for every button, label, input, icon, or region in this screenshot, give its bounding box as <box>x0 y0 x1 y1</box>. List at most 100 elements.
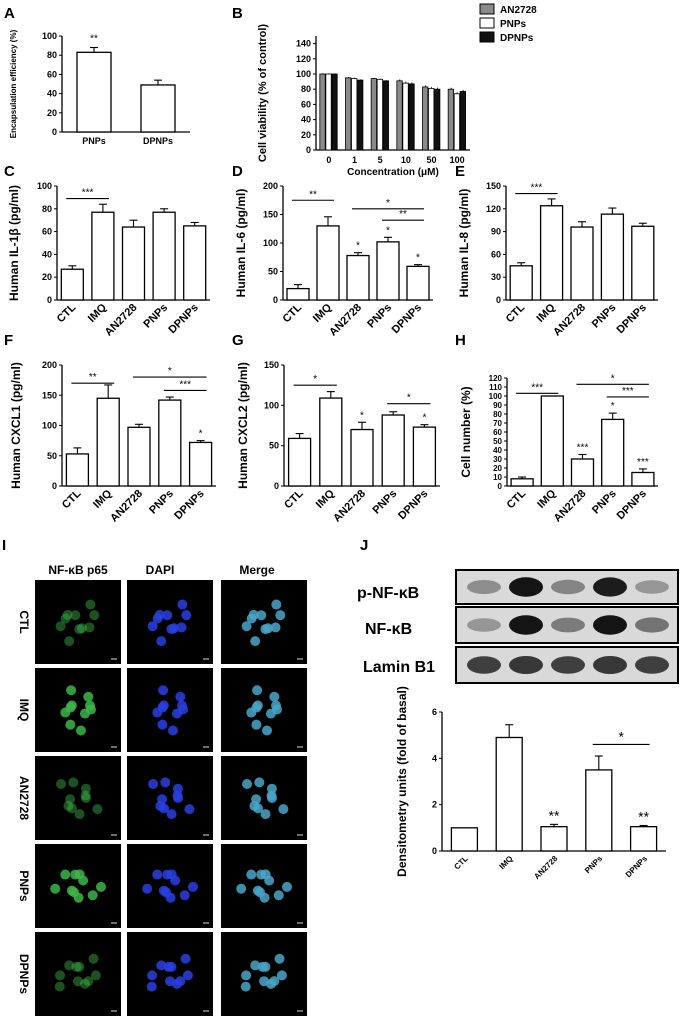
significance-label: *** <box>82 188 94 199</box>
x-tick-label: AN2728 <box>551 302 588 339</box>
chart-panel-G: G 0 50 100 150 Human CXCL2 (pg/ml) CTL IMQAN272… <box>232 332 440 525</box>
y-tick-label: 80 <box>493 410 502 419</box>
cell-nucleus <box>240 981 251 992</box>
panel-letter-G: G <box>232 332 244 349</box>
bar-DPNPs <box>406 265 430 301</box>
bar-AN2728 <box>540 826 568 852</box>
x-tick-label: 100 <box>450 155 465 165</box>
y-tick-label: 80 <box>301 84 311 94</box>
bar-DPNPs-5 <box>382 80 389 151</box>
cell-nucleus <box>50 883 61 894</box>
cell-nucleus <box>156 960 167 971</box>
x-tick-label: PNPs <box>82 136 106 146</box>
bar-DPNPs <box>412 426 437 487</box>
micrograph-DPNPs-0 <box>35 932 121 1016</box>
micrograph-IMQ-1 <box>127 668 213 752</box>
bar-CTL <box>450 827 479 852</box>
x-tick-label: AN2728 <box>331 488 368 525</box>
micrograph-DPNPs-1 <box>127 932 213 1016</box>
cell-nucleus <box>148 779 159 790</box>
y-tick-label: 0 <box>273 295 278 305</box>
chart-panel-E: E 0 30 60 90 120 150 Human IL-8 (pg/ml) CTL IMQAN… <box>455 163 658 339</box>
cell-nucleus <box>177 599 188 610</box>
x-tick-label: IMQ <box>91 487 114 510</box>
y-tick-label: 60 <box>42 227 52 237</box>
cell-nucleus <box>252 685 263 696</box>
cell-nucleus <box>260 624 271 635</box>
bar-CTL <box>65 453 90 487</box>
cell-nucleus <box>187 881 198 892</box>
cell-nucleus <box>250 636 261 647</box>
y-tick-label: 20 <box>301 130 311 140</box>
y-tick-label: 60 <box>491 249 501 259</box>
x-tick-label: CTL <box>504 301 528 325</box>
cell-nucleus <box>147 621 158 632</box>
cell-nucleus <box>166 809 177 820</box>
cell-nucleus <box>246 707 257 718</box>
bar-IMQ <box>319 397 343 487</box>
cell-nucleus <box>158 685 169 696</box>
x-tick-label: AN2728 <box>108 488 145 525</box>
significance-star: *** <box>577 443 589 454</box>
cell-nucleus <box>168 725 179 736</box>
cell-nucleus <box>241 621 252 632</box>
bar-PNPs-50 <box>428 88 435 151</box>
cell-nucleus <box>180 953 191 964</box>
western-blot-panel: J p-NF-κB NF-κB Lamin B1 <box>357 537 679 684</box>
y-tick-label: 50 <box>47 451 57 461</box>
significance-label: * <box>386 198 390 209</box>
y-tick-label: 0 <box>498 482 503 491</box>
chart-panel-J: 0 2 4 6 Densitometry units (fold of basal) CT… <box>395 686 666 881</box>
blot-strips <box>455 569 679 684</box>
bar-AN2728 <box>127 426 151 487</box>
y-tick-label: 2 <box>432 800 437 810</box>
cell-nucleus <box>276 970 287 981</box>
cell-nucleus <box>252 885 263 896</box>
y-tick-label: 100 <box>296 69 311 79</box>
column-header-dapi: DAPI <box>146 563 175 577</box>
cell-nucleus <box>246 869 257 880</box>
x-axis-label: Concentration (μM) <box>347 167 439 178</box>
cell-nucleus <box>262 725 273 736</box>
y-tick-label: 0 <box>306 145 311 155</box>
cell-nucleus <box>87 890 98 901</box>
significance-label: *** <box>531 382 543 393</box>
cell-nucleus <box>184 804 195 815</box>
cell-nucleus <box>252 700 263 711</box>
bar-AN2728-0 <box>319 73 326 151</box>
bar-AN2728 <box>570 226 594 301</box>
y-tick-label: 0 <box>47 295 52 305</box>
y-tick-label: 100 <box>489 392 503 401</box>
y-tick-label: 90 <box>491 227 501 237</box>
y-tick-label: 100 <box>37 181 52 191</box>
x-tick-label: 50 <box>426 155 436 165</box>
x-tick-label: IMQ <box>535 301 558 324</box>
y-tick-label: 100 <box>264 400 279 410</box>
blot-band <box>635 617 669 633</box>
column-header-merge: Merge <box>239 563 275 577</box>
y-tick-label: 70 <box>493 419 502 428</box>
bar-DPNPs-50 <box>434 88 441 151</box>
cell-nucleus <box>156 636 167 647</box>
y-tick-label: 200 <box>263 181 278 191</box>
micrograph-CTL-1 <box>127 580 213 664</box>
cell-nucleus <box>266 783 277 794</box>
y-tick-label: 50 <box>269 441 279 451</box>
bar-DPNPs-10 <box>408 83 415 151</box>
panel-letter-H: H <box>455 332 466 349</box>
significance-label: ** <box>309 189 317 200</box>
cell-nucleus <box>142 883 153 894</box>
x-tick-label: PNPs <box>583 854 605 876</box>
panel-letter-I: I <box>2 537 6 554</box>
x-tick-label: IMQ <box>535 487 558 510</box>
cell-nucleus <box>85 704 96 715</box>
cell-nucleus <box>274 953 285 964</box>
y-axis-label: Human IL-1β (pg/ml) <box>7 185 21 301</box>
column-header-nfkb: NF-κB p65 <box>48 563 108 577</box>
bar-DPNPs-1 <box>357 79 364 151</box>
cell-nucleus <box>88 953 99 964</box>
y-tick-label: 80 <box>47 50 57 60</box>
